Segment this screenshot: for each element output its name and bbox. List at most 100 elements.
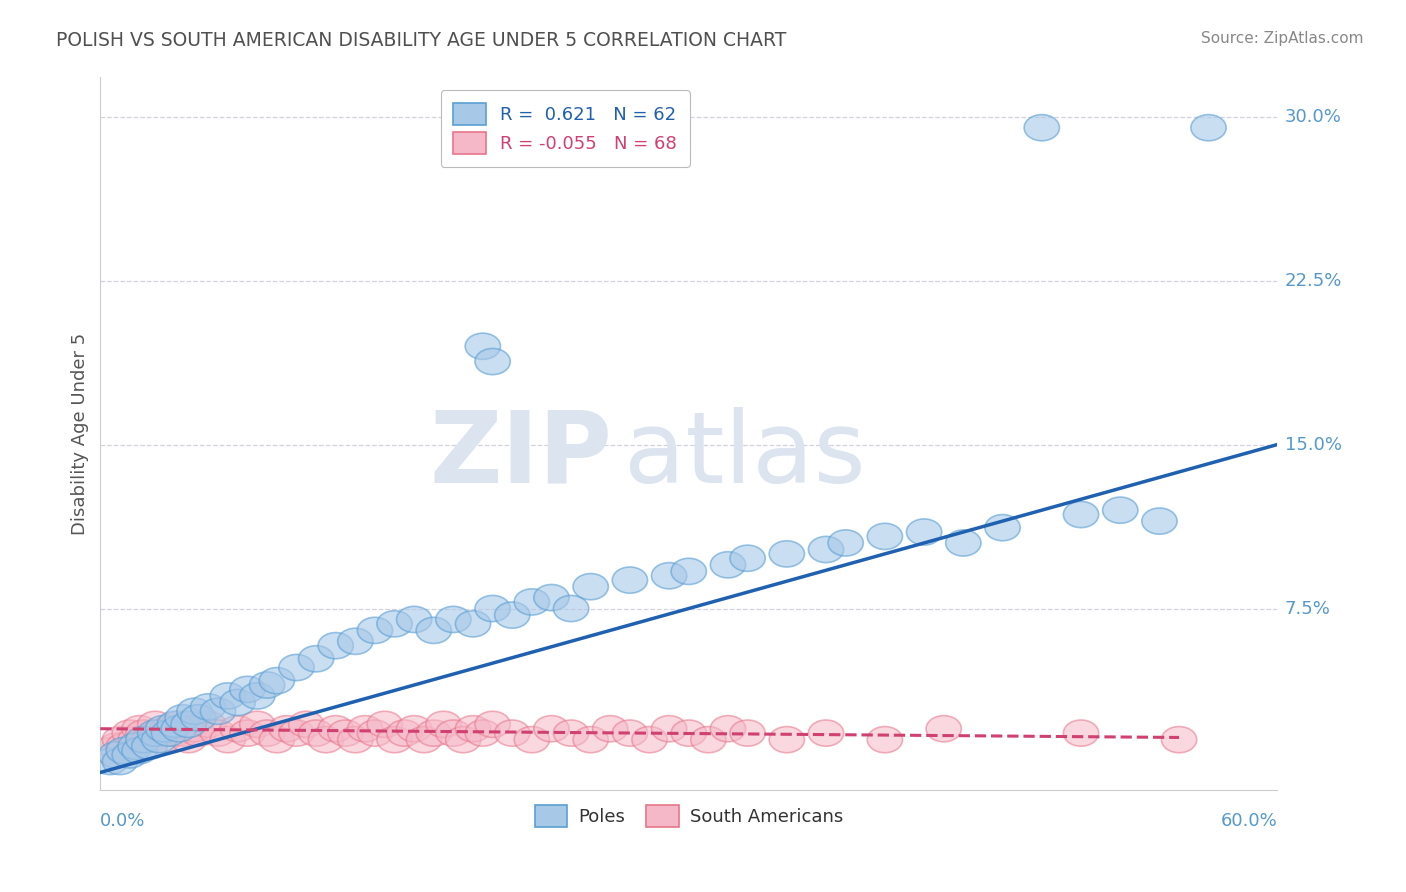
Ellipse shape — [1024, 114, 1060, 141]
Ellipse shape — [808, 536, 844, 563]
Ellipse shape — [93, 738, 128, 764]
Ellipse shape — [377, 611, 412, 637]
Ellipse shape — [515, 589, 550, 615]
Ellipse shape — [249, 720, 285, 747]
Ellipse shape — [132, 727, 167, 753]
Text: 15.0%: 15.0% — [1285, 435, 1341, 454]
Ellipse shape — [465, 333, 501, 359]
Ellipse shape — [828, 530, 863, 556]
Ellipse shape — [138, 711, 173, 738]
Ellipse shape — [278, 655, 314, 681]
Ellipse shape — [593, 715, 628, 742]
Ellipse shape — [357, 720, 392, 747]
Ellipse shape — [219, 690, 256, 715]
Ellipse shape — [710, 715, 745, 742]
Ellipse shape — [132, 733, 167, 759]
Text: 0.0%: 0.0% — [100, 812, 146, 830]
Text: 30.0%: 30.0% — [1285, 108, 1341, 126]
Ellipse shape — [946, 530, 981, 556]
Ellipse shape — [127, 720, 162, 747]
Ellipse shape — [191, 711, 226, 738]
Ellipse shape — [612, 720, 648, 747]
Ellipse shape — [475, 595, 510, 622]
Ellipse shape — [122, 738, 157, 764]
Ellipse shape — [259, 667, 294, 694]
Ellipse shape — [98, 733, 134, 759]
Ellipse shape — [347, 715, 382, 742]
Ellipse shape — [298, 646, 333, 672]
Ellipse shape — [229, 720, 266, 747]
Ellipse shape — [446, 727, 481, 753]
Ellipse shape — [152, 715, 187, 742]
Ellipse shape — [201, 720, 236, 747]
Ellipse shape — [337, 628, 373, 655]
Ellipse shape — [165, 720, 201, 747]
Ellipse shape — [534, 715, 569, 742]
Ellipse shape — [396, 715, 432, 742]
Ellipse shape — [138, 720, 173, 747]
Ellipse shape — [1191, 114, 1226, 141]
Ellipse shape — [769, 727, 804, 753]
Ellipse shape — [631, 727, 668, 753]
Ellipse shape — [730, 720, 765, 747]
Ellipse shape — [181, 705, 217, 731]
Ellipse shape — [142, 727, 177, 753]
Ellipse shape — [986, 515, 1021, 541]
Legend: Poles, South Americans: Poles, South Americans — [527, 797, 851, 834]
Ellipse shape — [574, 574, 609, 599]
Ellipse shape — [387, 720, 422, 747]
Ellipse shape — [907, 519, 942, 545]
Ellipse shape — [107, 733, 142, 759]
Text: ZIP: ZIP — [429, 407, 612, 504]
Ellipse shape — [1063, 501, 1098, 528]
Ellipse shape — [201, 698, 236, 724]
Ellipse shape — [328, 720, 363, 747]
Ellipse shape — [554, 720, 589, 747]
Ellipse shape — [181, 720, 217, 747]
Ellipse shape — [191, 694, 226, 720]
Ellipse shape — [367, 711, 402, 738]
Ellipse shape — [103, 748, 138, 774]
Ellipse shape — [769, 541, 804, 567]
Text: Source: ZipAtlas.com: Source: ZipAtlas.com — [1201, 31, 1364, 46]
Ellipse shape — [377, 727, 412, 753]
Ellipse shape — [868, 727, 903, 753]
Ellipse shape — [456, 715, 491, 742]
Ellipse shape — [239, 682, 276, 709]
Ellipse shape — [416, 617, 451, 643]
Text: 60.0%: 60.0% — [1220, 812, 1277, 830]
Ellipse shape — [475, 711, 510, 738]
Ellipse shape — [318, 715, 353, 742]
Ellipse shape — [337, 727, 373, 753]
Ellipse shape — [177, 698, 212, 724]
Ellipse shape — [93, 748, 128, 774]
Ellipse shape — [122, 715, 157, 742]
Ellipse shape — [495, 602, 530, 628]
Ellipse shape — [515, 727, 550, 753]
Ellipse shape — [118, 733, 153, 759]
Ellipse shape — [690, 727, 725, 753]
Ellipse shape — [103, 727, 138, 753]
Ellipse shape — [495, 720, 530, 747]
Ellipse shape — [98, 742, 134, 768]
Ellipse shape — [456, 611, 491, 637]
Text: POLISH VS SOUTH AMERICAN DISABILITY AGE UNDER 5 CORRELATION CHART: POLISH VS SOUTH AMERICAN DISABILITY AGE … — [56, 31, 786, 50]
Ellipse shape — [259, 727, 294, 753]
Ellipse shape — [426, 711, 461, 738]
Ellipse shape — [177, 715, 212, 742]
Ellipse shape — [357, 617, 392, 643]
Ellipse shape — [1063, 720, 1098, 747]
Y-axis label: Disability Age Under 5: Disability Age Under 5 — [72, 333, 89, 535]
Ellipse shape — [1142, 508, 1177, 534]
Ellipse shape — [219, 715, 256, 742]
Ellipse shape — [554, 595, 589, 622]
Ellipse shape — [927, 715, 962, 742]
Ellipse shape — [475, 349, 510, 375]
Ellipse shape — [278, 720, 314, 747]
Ellipse shape — [239, 711, 276, 738]
Ellipse shape — [162, 715, 197, 742]
Ellipse shape — [142, 720, 177, 747]
Ellipse shape — [868, 524, 903, 549]
Ellipse shape — [172, 727, 207, 753]
Ellipse shape — [671, 558, 706, 584]
